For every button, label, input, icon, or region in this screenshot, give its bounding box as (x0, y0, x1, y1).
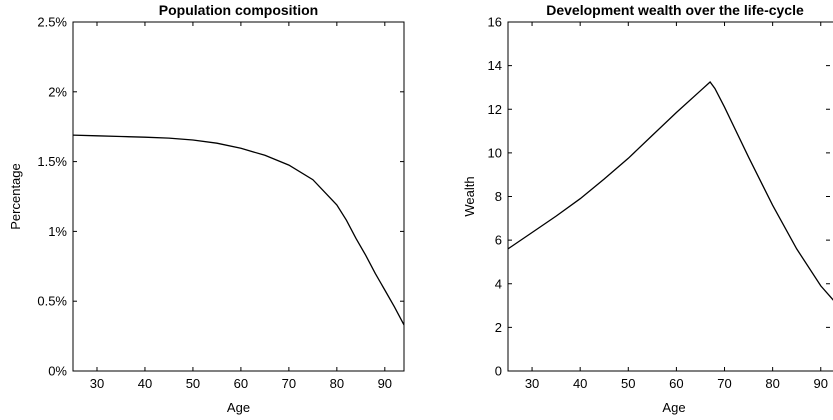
chart-title: Development wealth over the life-cycle (546, 2, 804, 18)
x-tick-label: 70 (717, 376, 731, 391)
x-tick-label: 40 (138, 376, 152, 391)
x-tick-label: 50 (621, 376, 635, 391)
x-tick-label: 80 (330, 376, 344, 391)
x-ticks: 30 40 50 60 70 80 90 (525, 22, 828, 391)
y-tick-label: 12 (488, 102, 502, 117)
y-tick-label: 4 (495, 276, 502, 291)
y-tick-label: 14 (488, 58, 502, 73)
x-tick-label: 30 (525, 376, 539, 391)
chart-title: Population composition (159, 2, 318, 18)
x-tick-label: 80 (765, 376, 779, 391)
y-tick-label: 0% (48, 364, 67, 379)
y-tick-label: 10 (488, 145, 502, 160)
y-axis-label: Wealth (462, 176, 477, 216)
x-tick-label: 50 (186, 376, 200, 391)
series-line (72, 134, 405, 326)
x-axis-label: Age (227, 400, 250, 415)
y-tick-label: 2.5% (37, 15, 67, 30)
y-tick-label: 0 (495, 364, 502, 379)
y-axis-label: Percentage (8, 163, 23, 230)
wealth-lifecycle-chart: Development wealth over the life-cycle A… (462, 2, 833, 415)
series-line (507, 81, 833, 301)
y-tick-label: 6 (495, 233, 502, 248)
x-ticks: 30 40 50 60 70 80 90 (90, 22, 392, 391)
plot-area (507, 21, 833, 372)
y-tick-label: 0.5% (37, 294, 67, 309)
y-tick-label: 2% (48, 84, 67, 99)
y-tick-label: 1.5% (37, 154, 67, 169)
x-tick-label: 90 (378, 376, 392, 391)
y-tick-label: 2 (495, 320, 502, 335)
y-ticks: 0% 0.5% 1% 1.5% 2% 2.5% (37, 15, 404, 379)
x-tick-label: 30 (90, 376, 104, 391)
x-tick-label: 60 (669, 376, 683, 391)
y-tick-label: 1% (48, 224, 67, 239)
y-tick-label: 8 (495, 189, 502, 204)
x-axis-label: Age (662, 400, 685, 415)
y-tick-label: 16 (488, 15, 502, 30)
population-composition-chart: Population composition Age Percentage 30… (8, 2, 405, 415)
y-ticks: 0 2 4 6 8 10 12 14 16 (488, 15, 830, 379)
plot-area (72, 21, 405, 372)
x-tick-label: 40 (573, 376, 587, 391)
x-tick-label: 70 (282, 376, 296, 391)
x-tick-label: 90 (814, 376, 828, 391)
x-tick-label: 60 (234, 376, 248, 391)
